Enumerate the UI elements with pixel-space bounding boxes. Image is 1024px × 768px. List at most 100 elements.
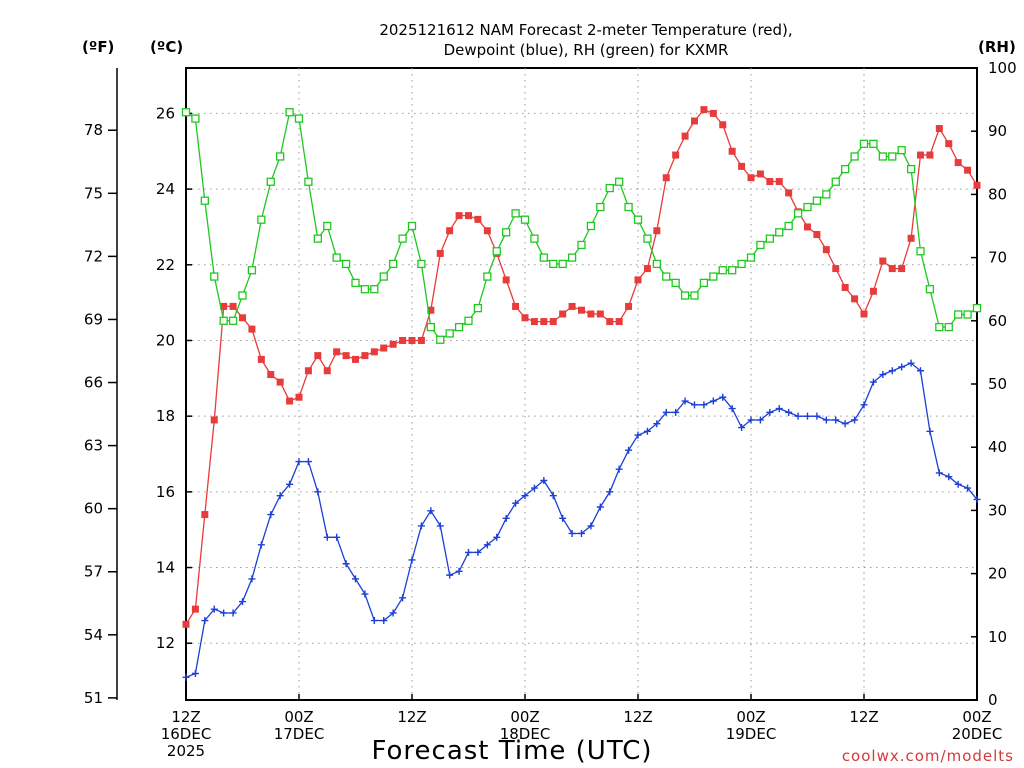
dewpoint-point-75 bbox=[888, 367, 896, 375]
rh-point-82 bbox=[954, 310, 963, 319]
dewpoint-point-78 bbox=[917, 367, 924, 375]
dewpoint-point-46 bbox=[615, 465, 623, 473]
rh-point-44 bbox=[596, 202, 605, 212]
dewpoint-point-7 bbox=[248, 575, 256, 583]
fahrenheit-tick-label-7: 72 bbox=[84, 247, 103, 265]
dewpoint-point-23 bbox=[399, 594, 407, 602]
temperature-point-59 bbox=[738, 162, 746, 170]
dewpoint-point-21 bbox=[380, 617, 388, 625]
rh-tick-label-5: 50 bbox=[988, 375, 1007, 393]
dewpoint-point-16 bbox=[333, 533, 341, 541]
rh-point-70 bbox=[841, 164, 850, 174]
rh-point-21 bbox=[379, 272, 388, 281]
temperature-point-66 bbox=[804, 223, 811, 231]
temperature-point-37 bbox=[530, 318, 538, 326]
rh-point-55 bbox=[699, 278, 709, 288]
temperature-point-1 bbox=[191, 605, 199, 613]
dewpoint-point-58 bbox=[728, 405, 736, 413]
dewpoint-point-6 bbox=[239, 598, 246, 606]
rh-point-33 bbox=[492, 247, 501, 256]
temperature-point-64 bbox=[785, 189, 793, 197]
temperature-point-45 bbox=[606, 318, 614, 326]
temperature-point-61 bbox=[756, 170, 764, 178]
rh-point-78 bbox=[916, 247, 925, 256]
dewpoint-point-51 bbox=[662, 408, 670, 416]
temperature-line bbox=[185, 108, 978, 625]
rh-point-71 bbox=[850, 152, 859, 161]
rh-point-68 bbox=[822, 190, 831, 199]
rh-point-36 bbox=[520, 215, 530, 224]
rh-point-5 bbox=[228, 316, 238, 325]
rh-point-83 bbox=[963, 310, 972, 319]
dewpoint-point-76 bbox=[898, 363, 906, 371]
dewpoint-point-34 bbox=[502, 514, 510, 522]
rh-tick-label-1: 10 bbox=[988, 628, 1007, 646]
dewpoint-point-64 bbox=[785, 408, 793, 416]
rh-point-2 bbox=[200, 196, 209, 205]
temperature-point-56 bbox=[709, 109, 717, 117]
time-tick-label-0-2: 2025 bbox=[167, 742, 205, 760]
fahrenheit-tick-label-6: 69 bbox=[84, 310, 103, 328]
temperature-point-28 bbox=[446, 227, 454, 235]
temperature-point-72 bbox=[860, 310, 868, 318]
rh-point-37 bbox=[530, 234, 539, 243]
dewpoint-point-80 bbox=[935, 469, 943, 477]
dewpoint-point-19 bbox=[361, 590, 369, 598]
temperature-point-69 bbox=[832, 265, 840, 273]
rh-point-6 bbox=[238, 291, 247, 300]
chart-title-line1: 2025121612 NAM Forecast 2-meter Temperat… bbox=[379, 21, 792, 39]
temperature-point-57 bbox=[719, 121, 727, 129]
celsius-axis: 12 14 16 18 20 22 24 26 bbox=[156, 104, 192, 652]
dewpoint-point-73 bbox=[869, 378, 877, 386]
dewpoint-point-29 bbox=[455, 567, 463, 575]
dewpoint-point-39 bbox=[549, 492, 557, 500]
rh-point-69 bbox=[831, 177, 840, 186]
rh-point-51 bbox=[662, 272, 671, 281]
dewpoint-point-4 bbox=[220, 609, 228, 617]
rh-unit-label: (RH) bbox=[978, 38, 1016, 56]
temperature-point-4 bbox=[220, 302, 228, 310]
temperature-point-51 bbox=[662, 174, 670, 182]
temperature-point-32 bbox=[483, 227, 491, 235]
dewpoint-point-66 bbox=[804, 412, 811, 420]
temperature-point-54 bbox=[691, 117, 698, 125]
temperature-point-7 bbox=[248, 325, 256, 333]
celsius-tick-label-4: 20 bbox=[156, 331, 175, 349]
fahrenheit-tick-label-4: 63 bbox=[84, 437, 103, 455]
temperature-point-29 bbox=[455, 212, 463, 220]
temperature-point-17 bbox=[342, 352, 350, 360]
fahrenheit-tick-label-9: 78 bbox=[84, 121, 103, 139]
dewpoint-point-10 bbox=[276, 492, 284, 500]
dewpoint-point-41 bbox=[568, 529, 576, 537]
rh-point-79 bbox=[925, 285, 935, 294]
rh-point-10 bbox=[276, 152, 285, 161]
dewpoint-point-37 bbox=[530, 484, 538, 492]
dewpoint-point-36 bbox=[521, 492, 529, 500]
temperature-point-39 bbox=[549, 318, 557, 326]
temperature-point-15 bbox=[323, 367, 331, 375]
dewpoint-point-67 bbox=[813, 412, 821, 420]
dewpoint-point-54 bbox=[691, 401, 698, 409]
dewpoint-point-62 bbox=[766, 408, 774, 416]
temperature-point-23 bbox=[399, 336, 407, 344]
fahrenheit-tick-label-2: 57 bbox=[84, 563, 103, 581]
rh-point-77 bbox=[906, 164, 916, 174]
rh-point-9 bbox=[266, 177, 275, 186]
rh-point-27 bbox=[436, 335, 445, 344]
rh-point-29 bbox=[454, 322, 464, 332]
rh-point-26 bbox=[426, 322, 435, 332]
temperature-point-63 bbox=[775, 178, 783, 186]
time-tick-label-1-0: 00Z bbox=[284, 708, 313, 726]
rh-point-46 bbox=[615, 177, 624, 186]
temperature-point-48 bbox=[634, 276, 642, 284]
rh-point-53 bbox=[680, 291, 690, 300]
celsius-tick-label-3: 18 bbox=[156, 407, 175, 425]
dewpoint-point-68 bbox=[822, 416, 830, 424]
chart-title-line2: Dewpoint (blue), RH (green) for KXMR bbox=[444, 41, 729, 59]
temperature-point-42 bbox=[578, 306, 585, 314]
rh-point-34 bbox=[502, 228, 511, 237]
rh-point-40 bbox=[558, 259, 567, 269]
dewpoint-line bbox=[185, 362, 978, 678]
rh-point-59 bbox=[737, 259, 746, 269]
rh-point-4 bbox=[219, 316, 228, 325]
